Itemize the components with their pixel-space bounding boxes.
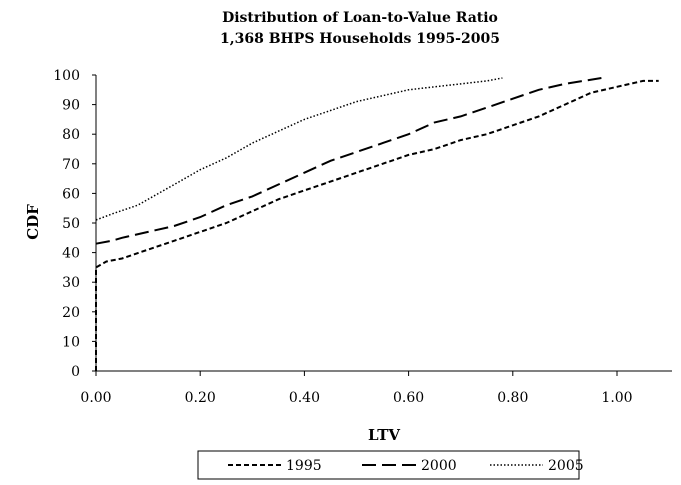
x-tick-label: 0.80 <box>497 390 528 406</box>
chart-subtitle: 1,368 BHPS Households 1995-2005 <box>220 31 500 47</box>
series-line-2000 <box>95 77 602 245</box>
y-tick-label: 20 <box>62 305 80 321</box>
y-tick-label: 60 <box>62 186 80 202</box>
series-lines <box>95 77 659 371</box>
y-tick-label: 50 <box>62 216 80 232</box>
x-tick-label: 0.60 <box>393 390 424 406</box>
legend-label-1995: 1995 <box>286 458 322 474</box>
legend: 1995 2000 2005 <box>197 450 584 480</box>
x-tick-label: 0.00 <box>80 390 111 406</box>
series-line-1995 <box>95 79 659 371</box>
y-ticks: 0 10 20 30 40 50 60 70 80 90 100 <box>53 68 96 380</box>
x-tick-label: 0.20 <box>185 390 216 406</box>
y-axis-label: CDF <box>24 204 42 240</box>
y-tick-label: 0 <box>71 364 80 380</box>
legend-label-2005: 2005 <box>548 458 584 474</box>
x-ticks: 0.00 0.20 0.40 0.60 0.80 1.00 <box>80 371 633 406</box>
y-tick-label: 30 <box>62 275 80 291</box>
x-tick-label: 1.00 <box>601 390 632 406</box>
legend-label-2000: 2000 <box>421 458 457 474</box>
y-tick-label: 40 <box>62 246 80 262</box>
x-tick-label: 0.40 <box>289 390 320 406</box>
y-tick-label: 10 <box>62 334 80 350</box>
y-tick-label: 100 <box>53 68 80 84</box>
y-tick-label: 80 <box>62 127 80 143</box>
series-line-2005 <box>95 77 503 221</box>
legend-box <box>197 450 580 480</box>
x-axis-label: LTV <box>368 426 400 444</box>
chart-title: Distribution of Loan-to-Value Ratio <box>222 10 498 26</box>
y-tick-label: 70 <box>62 157 80 173</box>
y-tick-label: 90 <box>62 98 80 114</box>
